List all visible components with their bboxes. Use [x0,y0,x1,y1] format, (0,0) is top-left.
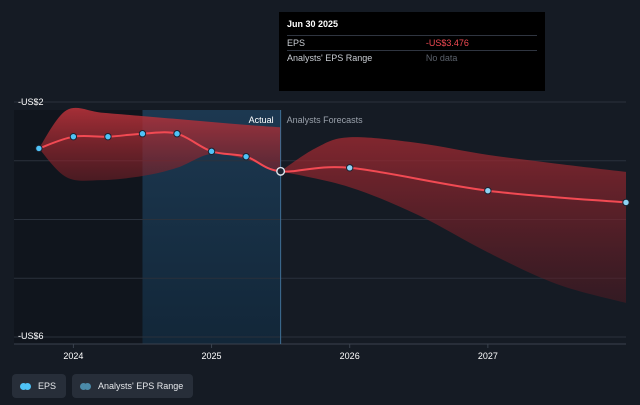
x-axis-ticks: 2024 2025 2026 2027 [63,344,498,361]
legend-range-swatch-icon [80,382,92,390]
legend-eps-swatch-icon [20,382,31,390]
eps-point[interactable] [242,152,250,161]
y-axis-label-bottom: -US$6 [18,331,44,341]
eps-point[interactable] [276,166,286,176]
eps-point[interactable] [622,198,630,207]
eps-point[interactable] [346,164,354,172]
tooltip-range-label: Analysts' EPS Range [287,53,373,63]
legend-item-eps[interactable]: EPS [12,374,67,398]
eps-point[interactable] [138,130,147,138]
region-label-forecast: Analysts Forecasts [287,115,364,125]
eps-point[interactable] [35,144,43,153]
eps-point[interactable] [69,132,78,141]
eps-point[interactable] [207,147,216,156]
x-tick-label: 2025 [202,351,222,361]
region-label-actual: Actual [249,115,274,125]
tooltip-eps-label: EPS [287,38,306,48]
y-axis-label-top: -US$2 [18,97,44,107]
tooltip-eps-value: -US$3.476 [425,38,469,48]
eps-points [35,130,630,207]
hover-tooltip: Jun 30 2025 EPS -US$3.476 Analysts' EPS … [279,12,545,91]
legend-eps-label: EPS [38,381,57,391]
eps-chart: Actual Analysts Forecasts -US$2 -US$6 20… [14,97,630,361]
eps-range-band-actual [38,107,281,181]
x-tick-label: 2027 [478,351,498,361]
tooltip-range-value: No data [425,53,458,63]
eps-point[interactable] [173,130,181,138]
legend-eps-range-label: Analysts' EPS Range [98,381,184,391]
tooltip-range-row: Analysts' EPS Range No data [287,50,537,65]
eps-point[interactable] [104,132,112,141]
chart-legend: EPS Analysts' EPS Range [12,374,194,398]
legend-item-eps-range[interactable]: Analysts' EPS Range [72,374,194,398]
eps-range-band-forecast [280,137,626,303]
tooltip-date: Jun 30 2025 [287,19,339,29]
eps-point[interactable] [484,187,492,195]
x-tick-label: 2024 [63,351,83,361]
x-tick-label: 2026 [340,351,360,361]
tooltip-eps-row: EPS -US$3.476 [287,35,537,50]
